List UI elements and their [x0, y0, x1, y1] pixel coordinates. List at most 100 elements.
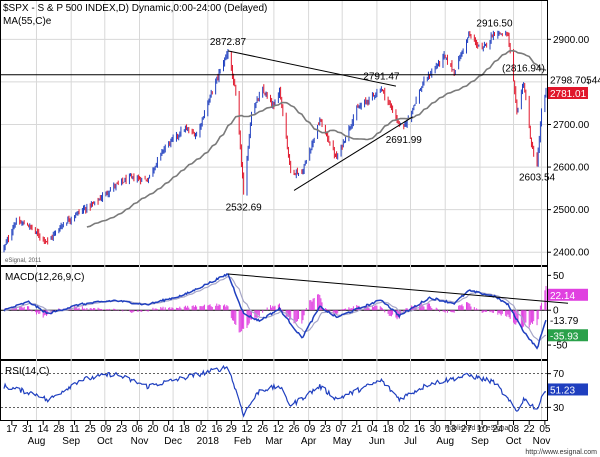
macd-tick-label: -50 — [553, 341, 568, 352]
price-annotation: 2532.69 — [226, 203, 263, 214]
month-tick-label: Oct — [97, 436, 113, 447]
day-tick-label: 28 — [53, 424, 65, 435]
price-tick-label: 2600.00 — [553, 163, 590, 174]
day-tick-label: 18 — [383, 424, 395, 435]
month-tick-label: Jun — [369, 436, 385, 447]
day-tick-label: 12 — [241, 424, 253, 435]
rsi-tick-label: 30 — [553, 403, 565, 414]
day-tick-label: 23 — [116, 424, 128, 435]
day-tick-label: 04 — [163, 424, 175, 435]
day-tick-label: 02 — [196, 424, 208, 435]
rsi-tag-bg — [548, 383, 588, 396]
day-tick-label: 30 — [430, 424, 442, 435]
day-tick-label: 31 — [22, 424, 34, 435]
macd-tag-macd-bg — [548, 313, 588, 326]
price-annotation: 2872.87 — [210, 37, 247, 48]
day-tick-label: 18 — [179, 424, 191, 435]
day-tick-label: 26 — [257, 424, 269, 435]
month-tick-label: May — [333, 436, 352, 447]
day-tick-label: 16 — [414, 424, 426, 435]
macd-tag-hist-bg — [548, 288, 588, 301]
month-tick-label: 2018 — [197, 436, 220, 447]
watermark: eSignal, 2011 — [5, 258, 42, 264]
day-tick-label: 04 — [367, 424, 379, 435]
price-tick-label: 2700.00 — [553, 120, 590, 131]
price-series: (2816.94) 2872.87 2532.69 2791.47 2691.99 291… — [1, 18, 556, 253]
day-tick-label: 02 — [398, 424, 410, 435]
macd-tag-signal: -35.93 — [550, 331, 579, 342]
month-tick-label: Nov — [131, 436, 149, 447]
value-tags: 2798.70544 2781.01 22.14 -13.79 -35.93 51.23 — [548, 73, 600, 396]
macd-label: MACD(12,26,9,C) — [5, 272, 84, 283]
month-tick-label: Oct — [506, 436, 522, 447]
price-annotation: 2603.54 — [519, 173, 556, 184]
day-tick-label: 14 — [38, 424, 50, 435]
price-tag-ma-bg — [548, 73, 588, 86]
reference-line-label: (2816.94) — [502, 64, 545, 75]
month-tick-label: Dec — [164, 436, 182, 447]
month-tick-label: Sep — [471, 436, 489, 447]
month-tick-label: Aug — [28, 436, 46, 447]
month-tick-label: Feb — [234, 436, 252, 447]
day-tick-label: 22 — [524, 424, 536, 435]
macd-trendline — [227, 273, 569, 304]
day-tick-label: 09 — [100, 424, 112, 435]
trendline — [293, 116, 414, 191]
esignal-url: http://www.esignal.com — [525, 449, 597, 456]
axes: 2400.002500.002600.002700.002800.002900.… — [6, 35, 589, 447]
day-tick-label: 12 — [273, 424, 285, 435]
grid — [1, 1, 547, 420]
price-annotation: 2691.99 — [386, 135, 423, 146]
day-tick-label: 10 — [477, 424, 489, 435]
macd-tag-signal-bg — [548, 329, 588, 342]
day-tick-label: 08 — [508, 424, 520, 435]
day-tick-label: 21 — [351, 424, 363, 435]
price-tick-label: 2500.00 — [553, 205, 590, 216]
macd-line — [3, 273, 547, 350]
day-tick-label: 29 — [226, 424, 238, 435]
price-tag-ma: 2798.70544 — [550, 75, 600, 86]
price-tick-label: 2900.00 — [553, 35, 590, 46]
day-tick-label: 26 — [288, 424, 300, 435]
month-tick-label: Jul — [404, 436, 417, 447]
rsi-tag: 51.23 — [550, 385, 575, 396]
month-tick-label: Mar — [265, 436, 283, 447]
rsi-series — [1, 364, 547, 418]
day-tick-label: 05 — [539, 424, 551, 435]
day-tick-label: 27 — [461, 424, 473, 435]
month-tick-label: Aug — [436, 436, 454, 447]
day-tick-label: 07 — [336, 424, 348, 435]
rsi-line — [3, 364, 547, 418]
price-tag-close-bg — [548, 86, 588, 99]
day-tick-label: 23 — [320, 424, 332, 435]
macd-tick-label: 0 — [553, 306, 559, 317]
day-tick-label: 25 — [85, 424, 97, 435]
macd-series — [1, 273, 569, 350]
price-annotation: 2916.50 — [476, 18, 513, 29]
month-tick-label: Apr — [301, 436, 317, 447]
rsi-label: RSI(14,C) — [5, 366, 49, 377]
day-tick-label: 11 — [69, 424, 80, 435]
trendline — [227, 50, 397, 87]
day-tick-label: 13 — [445, 424, 457, 435]
day-tick-label: 17 — [6, 424, 18, 435]
rsi-tick-label: 70 — [553, 369, 565, 380]
chart-title: $SPX - S & P 500 INDEX,D) Dynamic,0:00-2… — [3, 3, 267, 14]
macd-tag-hist: 22.14 — [550, 291, 575, 302]
price-annotation: 2791.47 — [363, 72, 400, 83]
day-tick-label: 06 — [132, 424, 144, 435]
ma-label: MA(55,C)e — [3, 16, 52, 27]
month-tick-label: Sep — [62, 436, 80, 447]
macd-tag-macd: -13.79 — [550, 316, 579, 327]
moving-average-line — [86, 49, 547, 228]
day-tick-label: 20 — [147, 424, 159, 435]
price-tick-label: 2400.00 — [553, 248, 590, 259]
day-tick-label: 09 — [304, 424, 316, 435]
macd-tick-label: 50 — [553, 271, 565, 282]
published-by: Published by eSignal — [445, 425, 511, 432]
day-tick-label: 24 — [492, 424, 504, 435]
price-tag-close: 2781.01 — [550, 89, 587, 100]
month-tick-label: Nov — [533, 436, 551, 447]
day-tick-label: 16 — [211, 424, 223, 435]
